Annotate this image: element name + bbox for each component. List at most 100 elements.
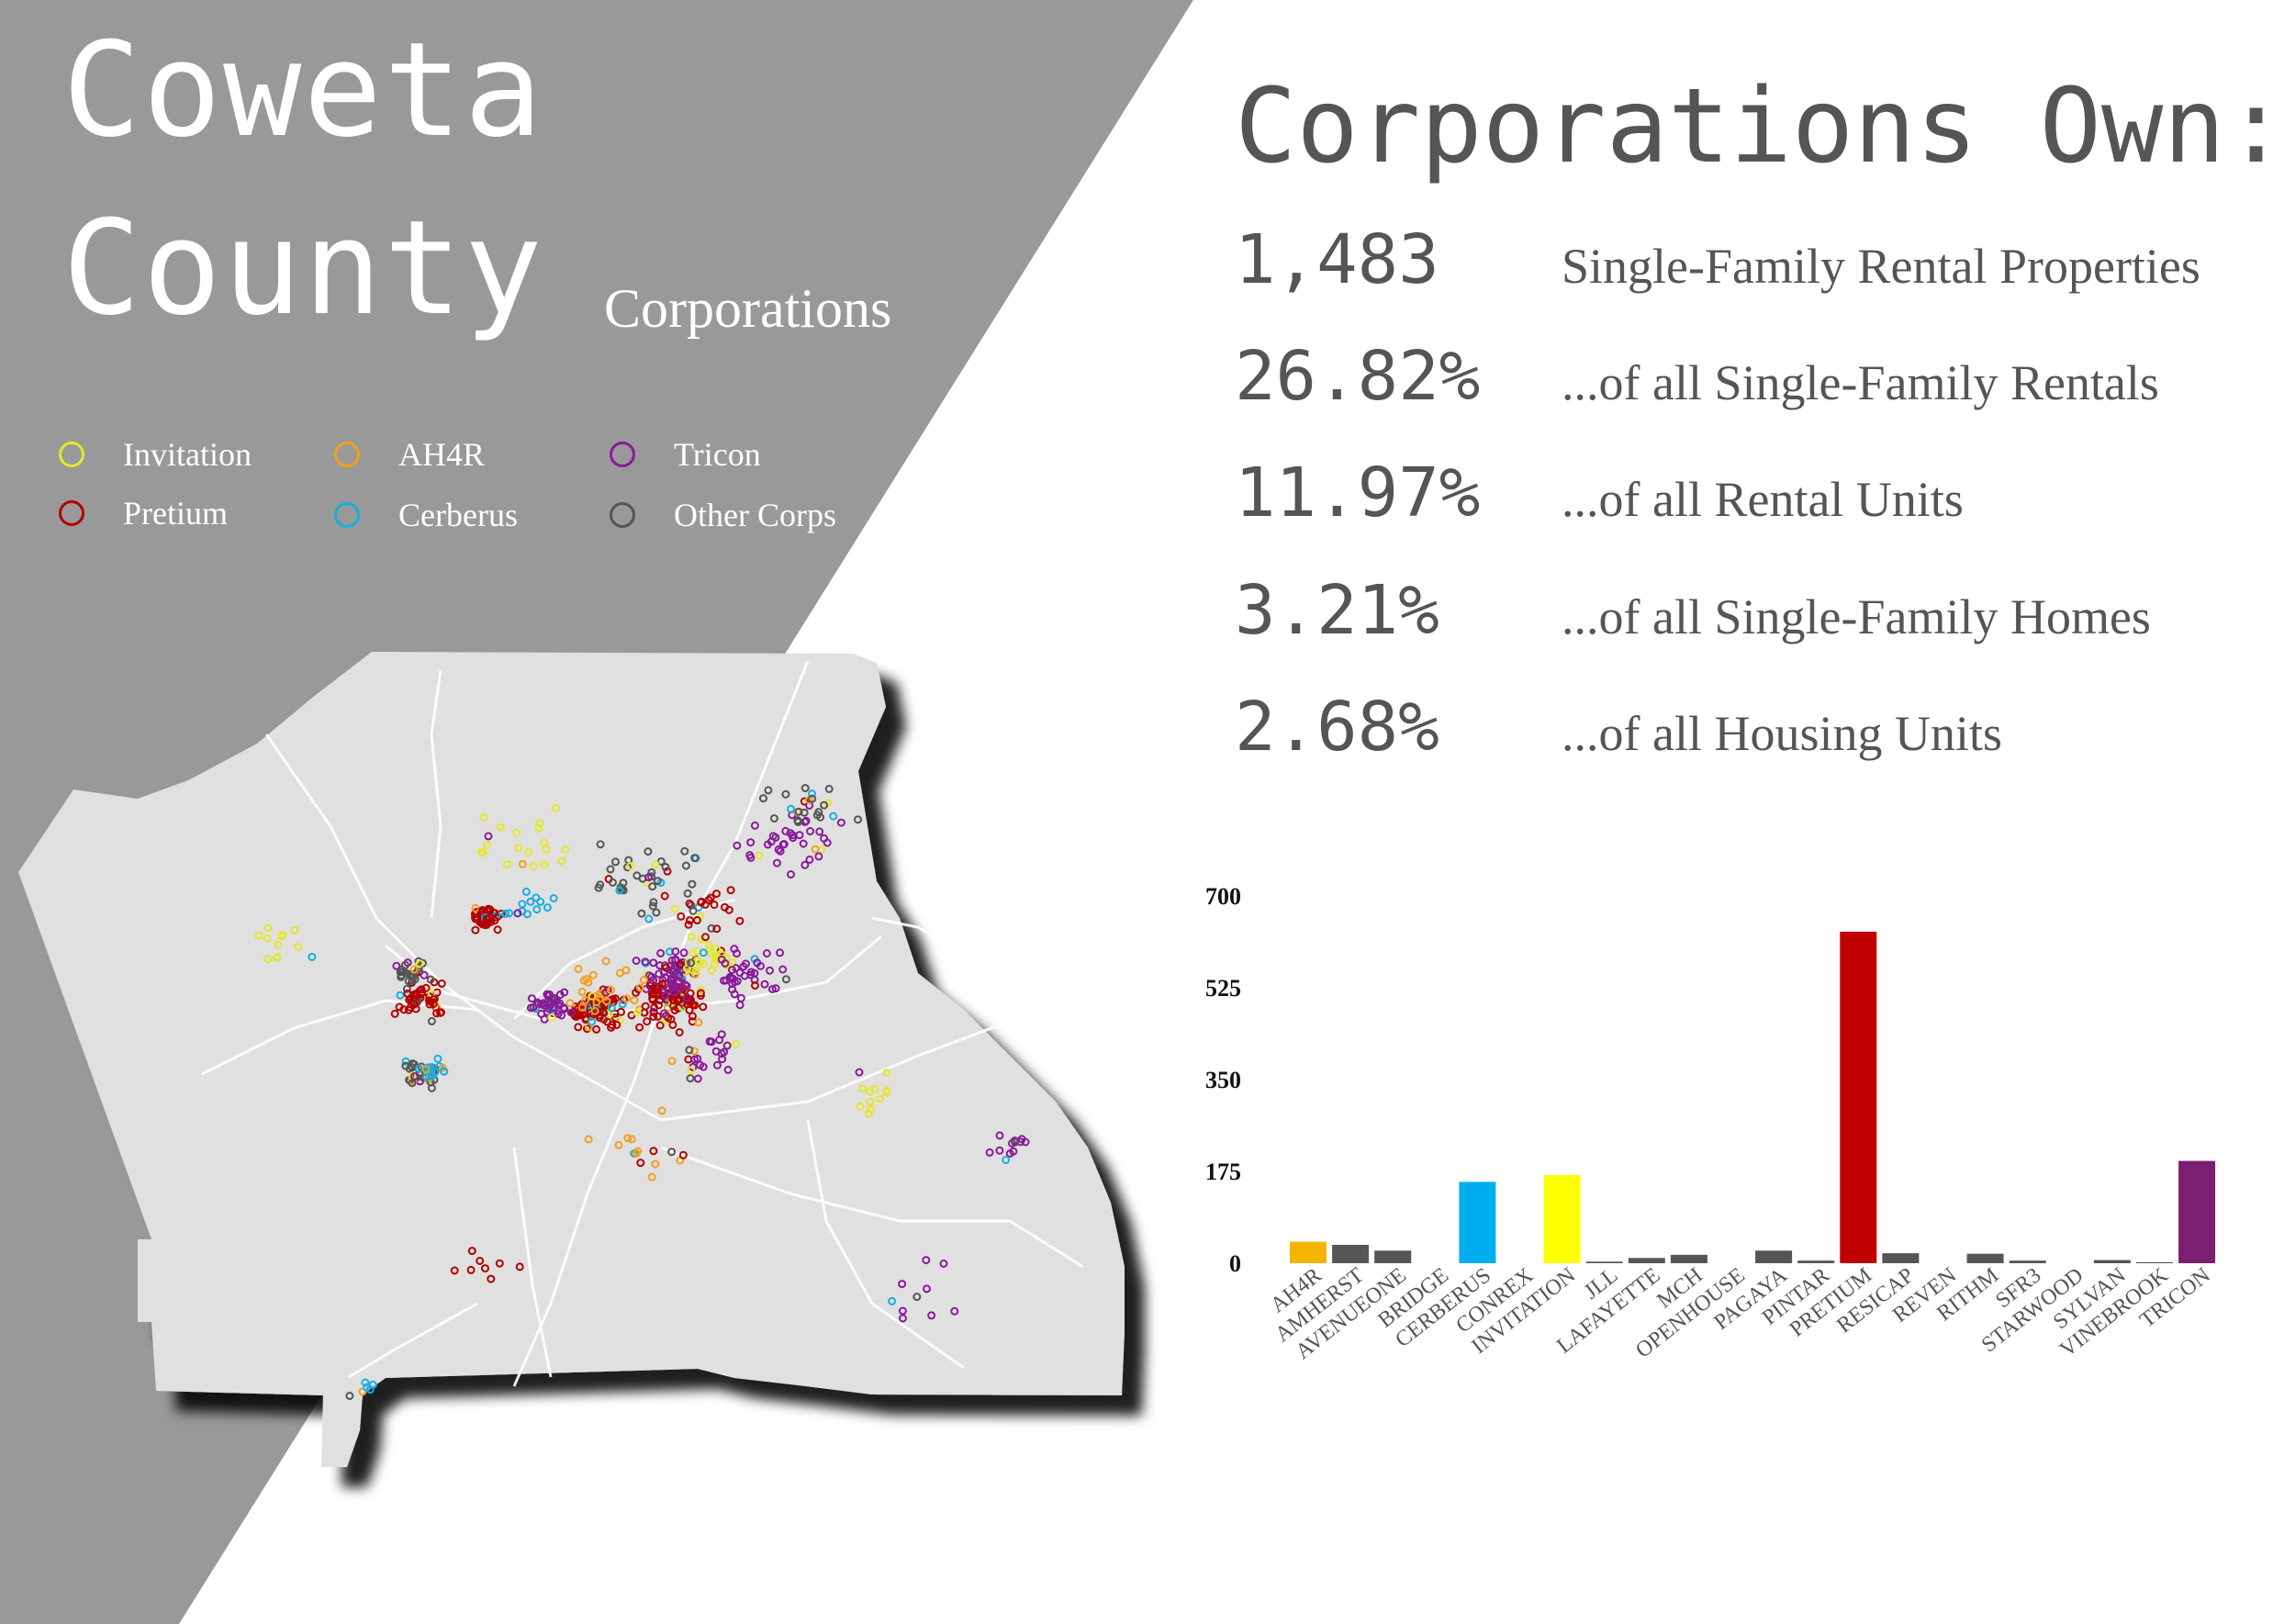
property-point: [677, 912, 686, 921]
property-point: [561, 846, 570, 855]
property-point: [635, 983, 644, 992]
property-point: [551, 803, 560, 812]
legend-label-pretium: Pretium: [123, 495, 228, 532]
property-point: [772, 858, 781, 868]
property-point: [687, 932, 696, 941]
property-point: [540, 860, 549, 868]
property-point: [549, 894, 558, 902]
property-point: [403, 969, 412, 978]
stat-row-housing-units: 2.68% ...of all Housing Units: [1235, 688, 2002, 767]
property-point: [529, 862, 538, 871]
property-point: [572, 1013, 580, 1021]
property-point: [759, 794, 767, 803]
property-point: [670, 988, 678, 997]
property-point: [615, 886, 624, 895]
property-point: [667, 956, 677, 965]
property-point: [732, 1040, 741, 1048]
property-point: [421, 983, 431, 992]
property-point: [726, 886, 735, 895]
bar-pretium: [1840, 931, 1877, 1263]
property-point: [649, 958, 658, 968]
county-map: [18, 652, 1125, 1467]
stat-row-sf-homes: 3.21% ...of all Single-Family Homes: [1235, 571, 2151, 650]
property-point: [478, 906, 487, 914]
property-point: [667, 1057, 677, 1066]
stat-row-rental-units: 11.97% ...of all Rental Units: [1235, 454, 1964, 532]
property-point: [805, 855, 814, 864]
property-point: [683, 889, 692, 898]
property-point: [781, 826, 790, 835]
property-point: [547, 1013, 556, 1022]
property-point: [614, 1140, 623, 1149]
property-point: [532, 905, 542, 914]
property-point: [735, 916, 744, 925]
property-point: [361, 1378, 370, 1387]
property-point: [704, 945, 713, 954]
property-point: [912, 1293, 922, 1302]
legend-ring-other-corps: [610, 502, 635, 528]
property-point: [536, 897, 545, 906]
property-point: [557, 857, 566, 866]
property-point: [627, 1135, 636, 1144]
property-point: [641, 958, 650, 967]
property-point: [518, 900, 527, 909]
property-point: [686, 1074, 695, 1083]
property-point: [1002, 1156, 1011, 1164]
property-point: [722, 1041, 732, 1050]
property-point: [656, 857, 666, 866]
property-point: [601, 957, 610, 966]
property-point: [693, 1074, 702, 1083]
legend-ring-cerberus: [334, 502, 360, 528]
property-point: [635, 1023, 644, 1032]
property-point: [690, 854, 700, 863]
bar-resicap: [1882, 1253, 1920, 1263]
property-point: [633, 1008, 642, 1017]
property-point: [675, 1028, 684, 1036]
property-point: [898, 1306, 907, 1316]
property-point: [800, 860, 810, 869]
property-point: [537, 1000, 545, 1009]
property-point: [426, 1066, 435, 1075]
property-point: [263, 934, 272, 943]
property-point: [493, 925, 502, 935]
property-point: [687, 1066, 696, 1075]
property-point: [836, 818, 845, 827]
property-point: [666, 976, 676, 985]
property-point: [263, 955, 272, 964]
property-point: [718, 1055, 727, 1064]
property-point: [693, 956, 702, 965]
property-point: [882, 1069, 891, 1078]
property-point: [294, 943, 303, 952]
property-point: [764, 786, 773, 795]
property-point: [588, 970, 598, 980]
property-point: [513, 909, 522, 918]
property-point: [688, 906, 698, 915]
property-point: [866, 1087, 874, 1096]
property-point: [532, 893, 541, 902]
property-point: [395, 1002, 404, 1012]
property-point: [436, 1008, 444, 1017]
property-point: [487, 917, 496, 926]
property-point: [522, 910, 532, 919]
property-point: [651, 1159, 660, 1169]
property-point: [427, 1016, 436, 1025]
property-point: [730, 945, 739, 954]
property-point: [711, 1047, 721, 1056]
property-point: [584, 1135, 593, 1144]
property-point: [820, 801, 829, 810]
property-point: [680, 980, 689, 990]
bar-rithm: [1966, 1253, 2004, 1263]
property-point: [710, 901, 719, 909]
property-point: [649, 898, 658, 907]
property-point: [712, 890, 721, 898]
property-point: [888, 1296, 897, 1305]
property-point: [649, 1007, 658, 1016]
property-point: [583, 1025, 591, 1034]
page-title-line1: Coweta: [62, 15, 544, 166]
property-point: [505, 909, 514, 918]
property-point: [678, 1150, 688, 1159]
property-point: [427, 1070, 436, 1079]
property-point: [440, 1067, 449, 1076]
stat-label-sf-rentals: ...of all Single-Family Rentals: [1562, 355, 2159, 410]
